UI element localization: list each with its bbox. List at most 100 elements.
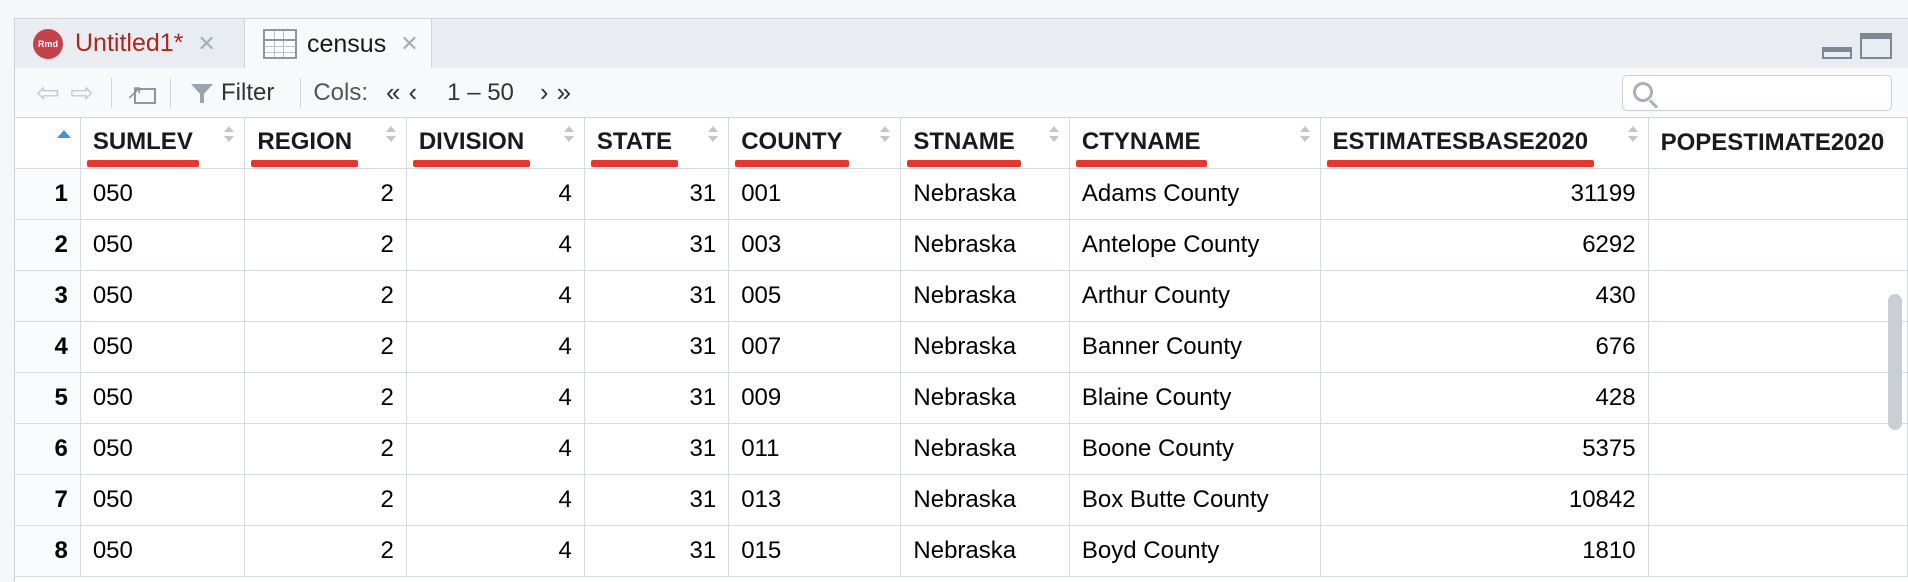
table-cell[interactable] [1648,525,1908,577]
table-cell[interactable]: Arthur County [1069,270,1321,322]
next-columns-icon[interactable]: › [539,77,549,107]
table-cell[interactable] [1648,168,1908,220]
table-cell[interactable]: 4 [406,321,585,373]
first-columns-icon[interactable]: « [386,77,401,107]
table-cell[interactable]: Nebraska [900,321,1070,373]
table-cell[interactable]: 1810 [1320,525,1649,577]
table-cell[interactable]: 2 [244,321,407,373]
table-row[interactable]: 4 050 2 4 31 007 Nebraska Banner County 676 [15,321,1908,373]
table-cell[interactable]: 005 [728,270,902,322]
table-cell[interactable]: Nebraska [900,270,1070,322]
table-cell[interactable]: 050 [80,474,246,526]
forward-arrow-icon[interactable]: ⇨ [70,77,94,108]
column-header-state[interactable]: STATE [584,118,730,169]
table-cell[interactable]: 31 [584,474,730,526]
tab-untitled1[interactable]: Rmd Untitled1* ✕ [15,18,243,69]
table-cell[interactable]: 015 [728,525,902,577]
table-row[interactable]: 8 050 2 4 31 015 Nebraska Boyd County 1810 [15,525,1908,577]
table-cell[interactable]: 003 [728,219,902,271]
table-cell[interactable]: 2 [244,423,407,475]
close-icon[interactable]: ✕ [197,30,216,56]
table-cell[interactable] [1648,270,1908,322]
previous-columns-icon[interactable]: ‹ [408,77,418,107]
table-cell[interactable]: 001 [728,168,902,220]
search-box[interactable] [1622,75,1892,111]
table-cell[interactable]: 2 [244,474,407,526]
table-cell[interactable]: 2 [244,219,407,271]
table-cell[interactable]: Boone County [1069,423,1321,475]
table-cell[interactable]: 4 [406,474,585,526]
table-cell[interactable]: 4 [406,168,585,220]
table-cell[interactable]: 4 [406,372,585,424]
tab-census[interactable]: census ✕ [244,18,432,69]
popout-window-icon[interactable]: ↗ [124,78,158,108]
table-cell[interactable]: 050 [80,525,246,577]
row-index-header[interactable] [15,118,81,169]
table-cell[interactable]: Blaine County [1069,372,1321,424]
table-cell[interactable]: Box Butte County [1069,474,1321,526]
table-cell[interactable]: Nebraska [900,168,1070,220]
table-row[interactable]: 7 050 2 4 31 013 Nebraska Box Butte County 10842 [15,474,1908,526]
table-cell[interactable]: 050 [80,219,246,271]
table-cell[interactable]: 4 [406,423,585,475]
table-row[interactable]: 3 050 2 4 31 005 Nebraska Arthur County 430 [15,270,1908,322]
table-cell[interactable]: 428 [1320,372,1649,424]
table-cell[interactable]: 2 [244,372,407,424]
column-header-sumlev[interactable]: SUMLEV [80,118,246,169]
maximize-pane-icon[interactable] [1860,33,1892,59]
table-cell[interactable]: Nebraska [900,474,1070,526]
table-cell[interactable]: 31 [584,372,730,424]
last-columns-icon[interactable]: » [556,77,572,107]
table-cell[interactable]: 31 [584,423,730,475]
table-row[interactable]: 2 050 2 4 31 003 Nebraska Antelope County 6292 [15,219,1908,271]
table-cell[interactable]: 050 [80,372,246,424]
table-cell[interactable]: 6292 [1320,219,1649,271]
table-cell[interactable]: Banner County [1069,321,1321,373]
table-cell[interactable]: 050 [80,321,246,373]
table-cell[interactable]: 31 [584,219,730,271]
search-input[interactable] [1663,78,1883,108]
table-cell[interactable]: Nebraska [900,372,1070,424]
table-cell[interactable]: Nebraska [900,219,1070,271]
column-header-region[interactable]: REGION [244,118,407,169]
table-row[interactable]: 5 050 2 4 31 009 Nebraska Blaine County 428 [15,372,1908,424]
minimize-pane-icon[interactable] [1822,47,1852,59]
table-cell[interactable] [1648,423,1908,475]
table-cell[interactable]: 013 [728,474,902,526]
column-header-ctyname[interactable]: CTYNAME [1069,118,1321,169]
table-cell[interactable]: 050 [80,270,246,322]
table-row[interactable]: 1 050 2 4 31 001 Nebraska Adams County 31199 [15,168,1908,220]
table-cell[interactable]: 31199 [1320,168,1649,220]
table-cell[interactable] [1648,474,1908,526]
table-cell[interactable] [1648,321,1908,373]
table-cell[interactable]: Nebraska [900,525,1070,577]
table-cell[interactable]: Antelope County [1069,219,1321,271]
table-cell[interactable]: 2 [244,525,407,577]
table-cell[interactable]: 2 [244,270,407,322]
table-cell[interactable]: 4 [406,219,585,271]
column-header-stname[interactable]: STNAME [900,118,1070,169]
table-cell[interactable] [1648,372,1908,424]
column-header-division[interactable]: DIVISION [406,118,585,169]
table-cell[interactable]: 31 [584,525,730,577]
table-cell[interactable]: 31 [584,270,730,322]
close-icon[interactable]: ✕ [400,31,419,56]
table-row[interactable]: 6 050 2 4 31 011 Nebraska Boone County 5375 [15,423,1908,475]
table-cell[interactable]: 007 [728,321,902,373]
table-cell[interactable]: 011 [728,423,902,475]
table-cell[interactable]: 4 [406,525,585,577]
table-cell[interactable]: Nebraska [900,423,1070,475]
table-cell[interactable]: Adams County [1069,168,1321,220]
table-cell[interactable]: 10842 [1320,474,1649,526]
back-arrow-icon[interactable]: ⇦ [36,77,60,108]
table-cell[interactable]: 5375 [1320,423,1649,475]
filter-button[interactable]: Filter [183,79,288,107]
column-header-estimatesbase2020[interactable]: ESTIMATESBASE2020 [1320,118,1649,169]
table-cell[interactable]: 050 [80,423,246,475]
table-cell[interactable]: 050 [80,168,246,220]
column-header-popestimate2020[interactable]: POPESTIMATE2020 [1648,118,1908,169]
table-cell[interactable]: 31 [584,168,730,220]
table-cell[interactable]: 009 [728,372,902,424]
table-cell[interactable]: 4 [406,270,585,322]
table-cell[interactable]: 31 [584,321,730,373]
